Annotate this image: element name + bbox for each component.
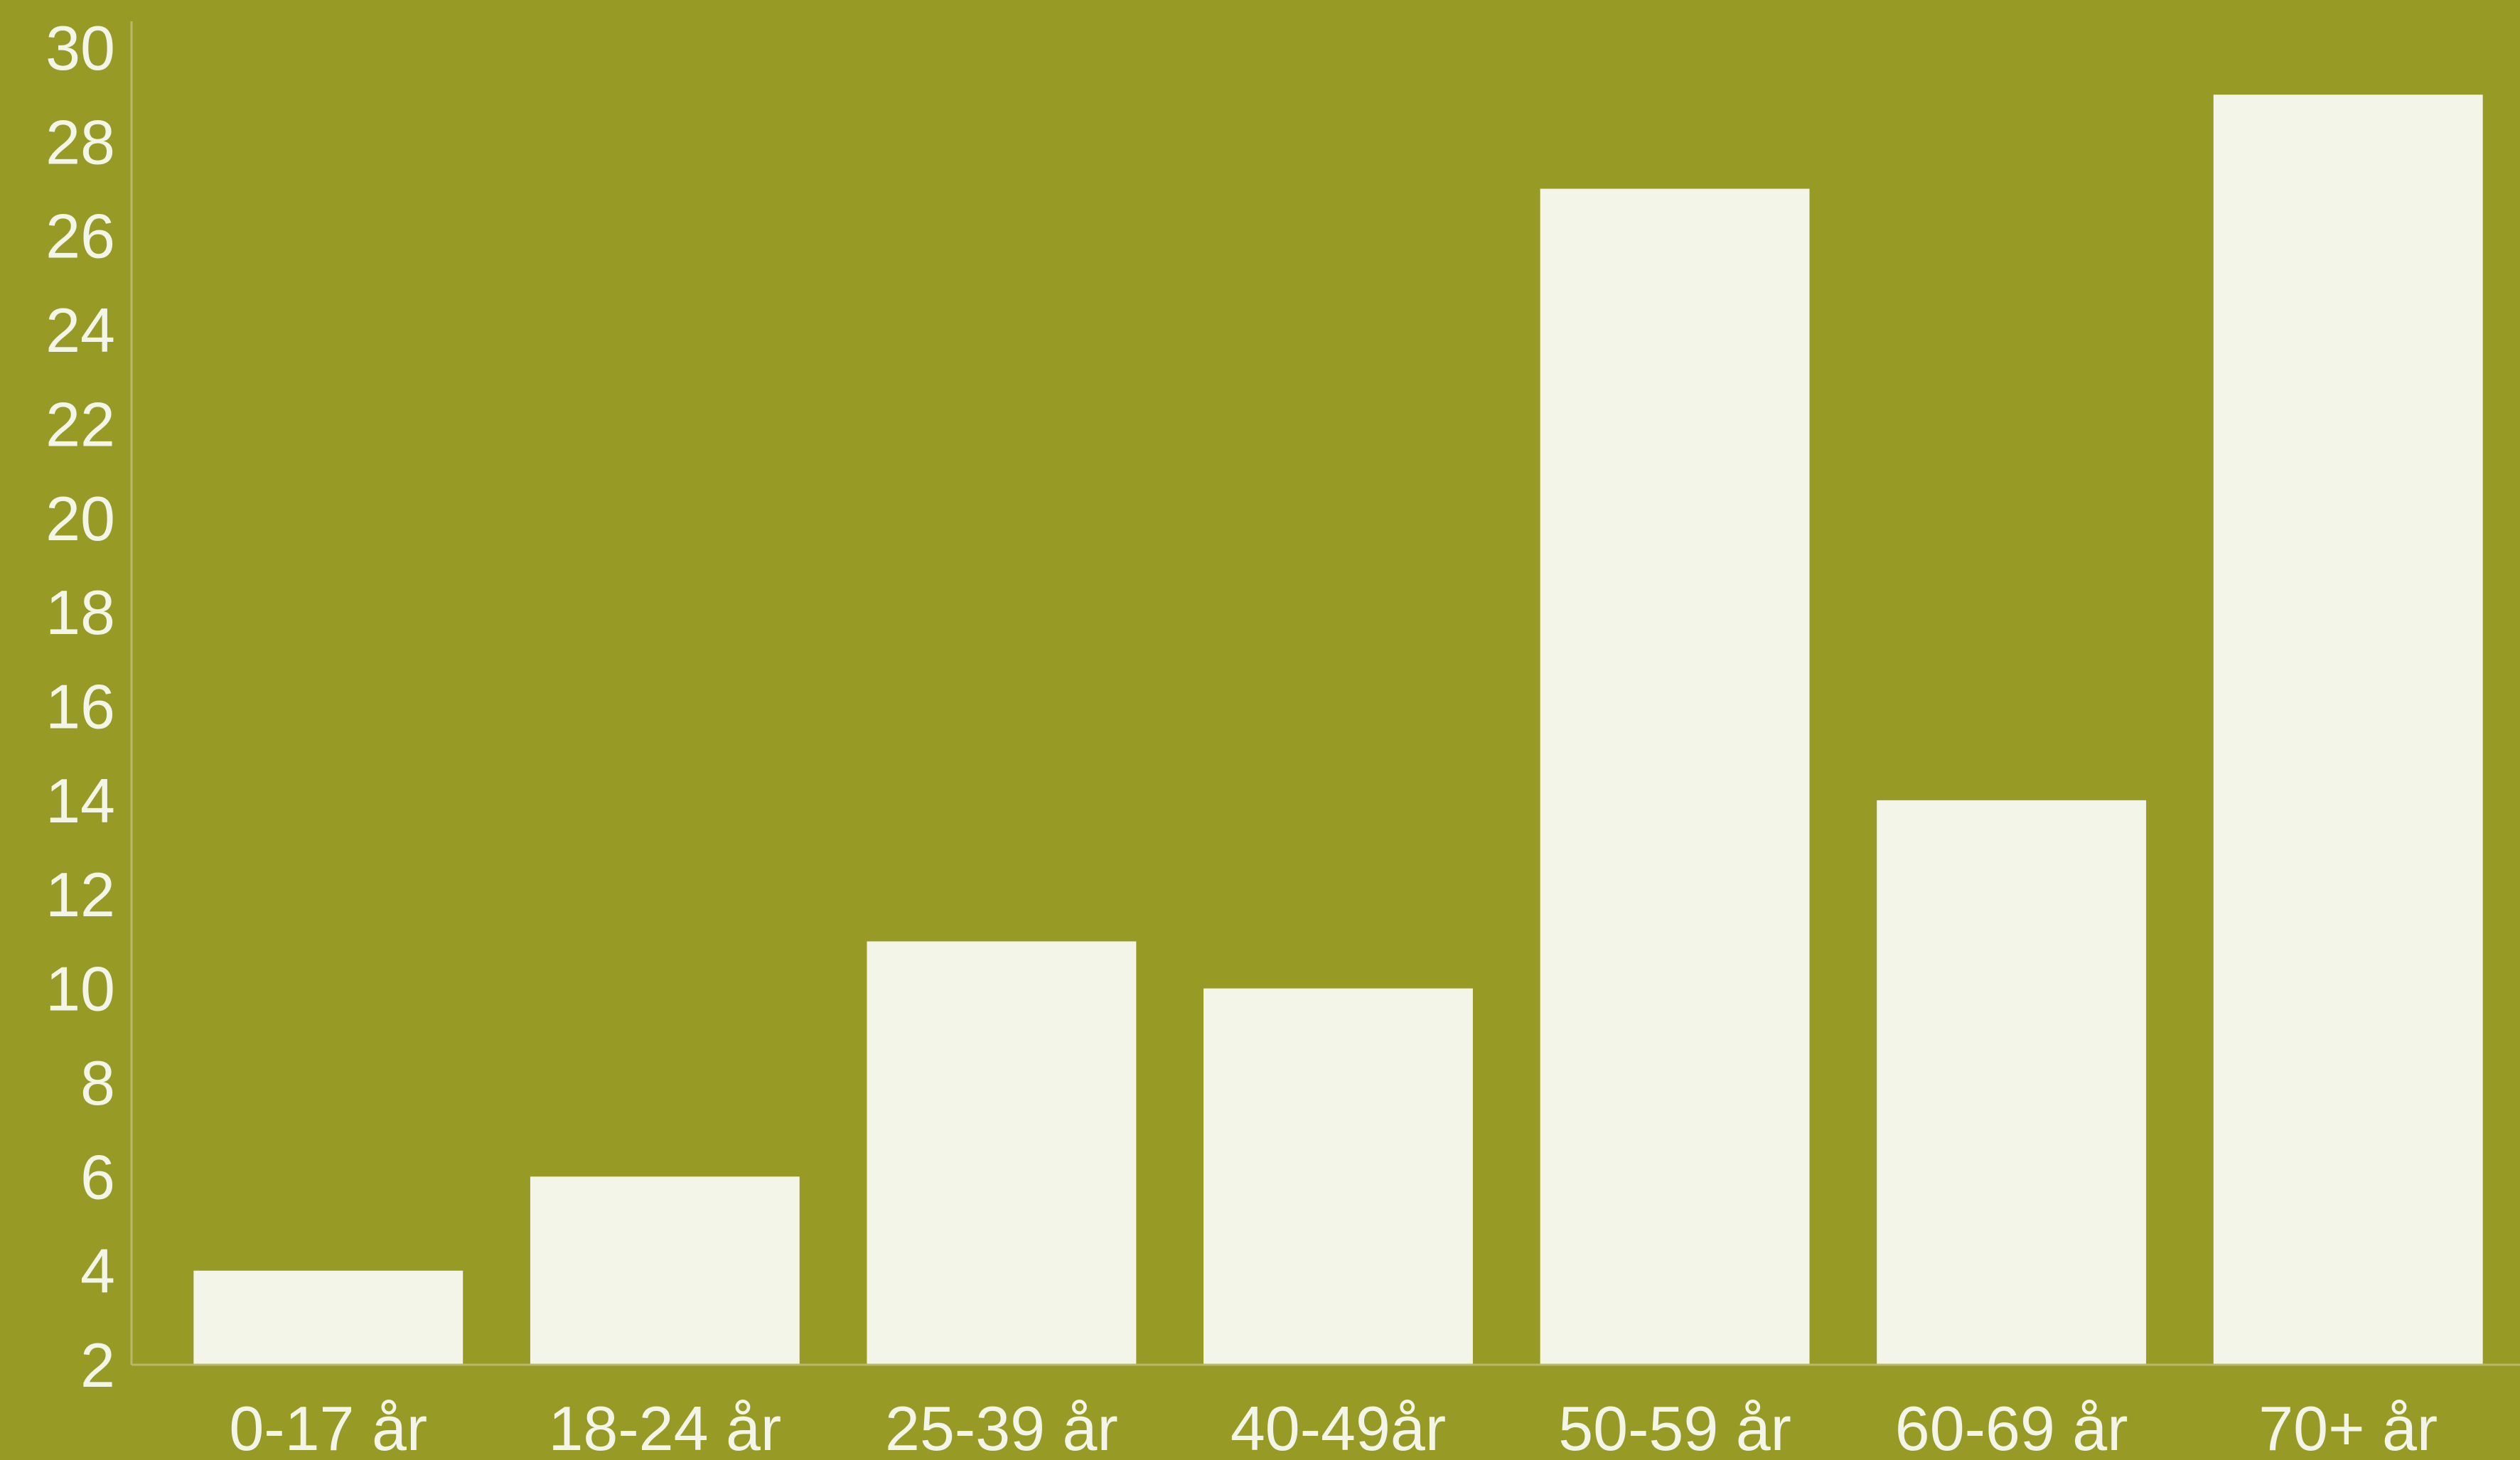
y-tick-label: 4	[80, 1236, 115, 1306]
y-tick-label: 24	[45, 295, 115, 365]
x-axis-labels: 0-17 år 18-24 år 25-39 år 40-49år 50-59 år 60…	[229, 1393, 2438, 1460]
x-category-label: 60-69 år	[1895, 1393, 2128, 1460]
x-category-label: 40-49år	[1230, 1393, 1446, 1460]
bar	[1540, 188, 1810, 1365]
x-category-label: 18-24 år	[548, 1393, 781, 1460]
y-tick-label: 30	[45, 13, 115, 83]
y-tick-label: 20	[45, 483, 115, 554]
y-tick-label: 16	[45, 672, 115, 742]
y-tick-label: 14	[45, 766, 115, 836]
y-tick-label: 22	[45, 389, 115, 459]
y-tick-label: 6	[80, 1142, 115, 1212]
y-tick-label: 26	[45, 201, 115, 272]
y-tick-label: 2	[80, 1330, 115, 1400]
x-category-label: 0-17 år	[229, 1393, 427, 1460]
y-tick-label: 12	[45, 859, 115, 930]
bar	[2213, 95, 2483, 1365]
bars	[193, 95, 2483, 1365]
y-tick-label: 10	[45, 954, 115, 1024]
x-category-label: 70+ år	[2258, 1393, 2438, 1460]
y-tick-label: 18	[45, 577, 115, 648]
bar	[1203, 988, 1473, 1365]
x-category-label: 25-39 år	[885, 1393, 1118, 1460]
y-tick-label: 28	[45, 107, 115, 177]
bar	[1877, 800, 2147, 1365]
bar	[193, 1270, 463, 1365]
y-tick-label: 8	[80, 1048, 115, 1118]
bar	[530, 1176, 800, 1365]
bar	[867, 941, 1137, 1365]
x-category-label: 50-59 år	[1558, 1393, 1791, 1460]
